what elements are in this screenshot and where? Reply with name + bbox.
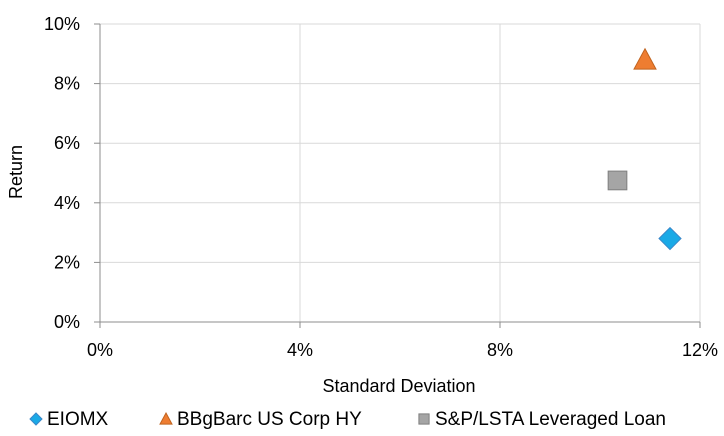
data-point-triangle [633, 47, 657, 70]
grid-lines [100, 23, 701, 322]
legend-marker-square [418, 413, 430, 425]
y-axis-title: Return [6, 145, 26, 199]
legend-marker-triangle [159, 411, 173, 425]
legend-item: S&P/LSTA Leveraged Loan [418, 409, 666, 430]
data-point-square [607, 170, 628, 191]
legend-label: BBgBarc US Corp HY [177, 409, 362, 430]
y-tick-label: 10% [44, 14, 80, 34]
legend-marker-diamond [29, 412, 43, 426]
x-tick-label: 0% [87, 340, 113, 360]
y-tick-label: 2% [54, 252, 80, 272]
y-axis-tick-labels: 0% 2% 4% 6% 8% 10% [44, 14, 80, 332]
x-axis-tick-labels: 0% 4% 8% 12% [87, 340, 718, 360]
data-points [607, 47, 682, 251]
y-tick-label: 4% [54, 193, 80, 213]
x-axis-title: Standard Deviation [322, 376, 475, 396]
y-tick-label: 6% [54, 133, 80, 153]
y-tick-label: 0% [54, 312, 80, 332]
data-point-diamond [658, 226, 682, 251]
legend-label: EIOMX [47, 409, 109, 430]
legend-item: BBgBarc US Corp HY [159, 409, 362, 430]
y-tick-label: 8% [54, 74, 80, 94]
legend-item: EIOMX [29, 409, 109, 430]
legend-label: S&P/LSTA Leveraged Loan [435, 409, 666, 430]
axes [94, 23, 701, 328]
x-tick-label: 12% [682, 340, 718, 360]
x-tick-label: 8% [487, 340, 513, 360]
legend: EIOMX BBgBarc US Corp HY S&P/LSTA Leverage… [29, 409, 666, 430]
x-tick-label: 4% [287, 340, 313, 360]
